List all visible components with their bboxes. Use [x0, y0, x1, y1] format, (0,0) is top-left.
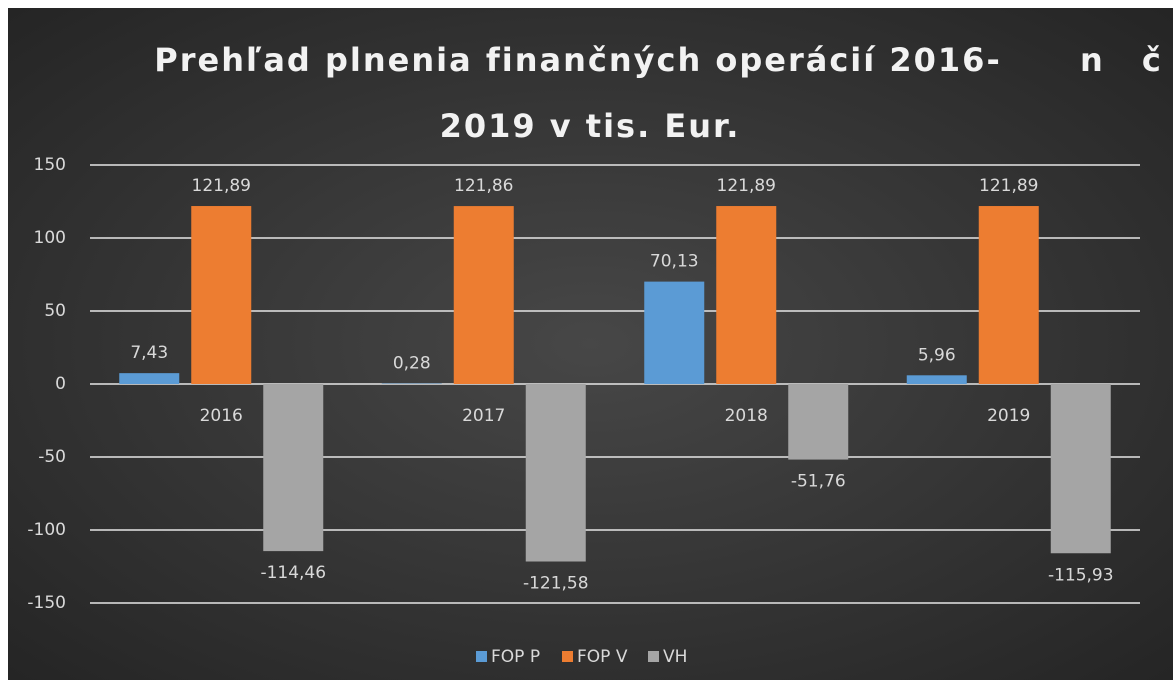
bar	[1050, 384, 1111, 554]
data-label: 121,89	[717, 176, 776, 196]
y-tick-label: 50	[44, 301, 66, 321]
legend-swatch	[476, 651, 487, 662]
data-label: 121,89	[979, 176, 1038, 196]
bar	[788, 384, 849, 460]
data-label: -51,76	[791, 472, 846, 492]
bar	[525, 384, 586, 562]
bar	[263, 384, 324, 552]
bar	[119, 373, 180, 384]
data-label: 5,96	[918, 345, 956, 365]
data-label: 0,28	[393, 354, 431, 374]
legend-label: FOP P	[491, 647, 540, 667]
x-tick-label: 2017	[462, 406, 505, 426]
y-tick-label: -50	[38, 447, 66, 467]
y-tick-label: 150	[34, 155, 66, 175]
data-label: -114,46	[260, 563, 326, 583]
data-label: 121,86	[454, 176, 513, 196]
legend-swatch	[562, 651, 573, 662]
chart-title-overflow: n č r	[1080, 41, 1173, 79]
chart-title: 2019 v tis. Eur.	[440, 107, 741, 145]
bar	[716, 206, 777, 384]
data-label: 7,43	[130, 343, 168, 363]
x-tick-label: 2016	[200, 406, 243, 426]
data-label: 70,13	[650, 252, 699, 272]
y-tick-label: -100	[27, 520, 66, 540]
legend-label: VH	[663, 647, 687, 667]
bar	[191, 206, 252, 384]
data-label: 121,89	[192, 176, 251, 196]
x-tick-label: 2018	[725, 406, 768, 426]
bar	[978, 206, 1039, 384]
legend-label: FOP V	[577, 647, 628, 667]
bar	[644, 281, 705, 384]
y-tick-label: -150	[27, 593, 66, 613]
bar	[453, 206, 514, 384]
chart-title: Prehľad plnenia finančných operácií 2016…	[154, 41, 1001, 79]
x-tick-label: 2019	[987, 406, 1030, 426]
y-tick-label: 0	[55, 374, 66, 394]
bar	[906, 375, 967, 384]
y-tick-label: 100	[34, 228, 66, 248]
legend-swatch	[648, 651, 659, 662]
data-label: -121,58	[523, 574, 589, 594]
data-label: -115,93	[1048, 565, 1114, 585]
